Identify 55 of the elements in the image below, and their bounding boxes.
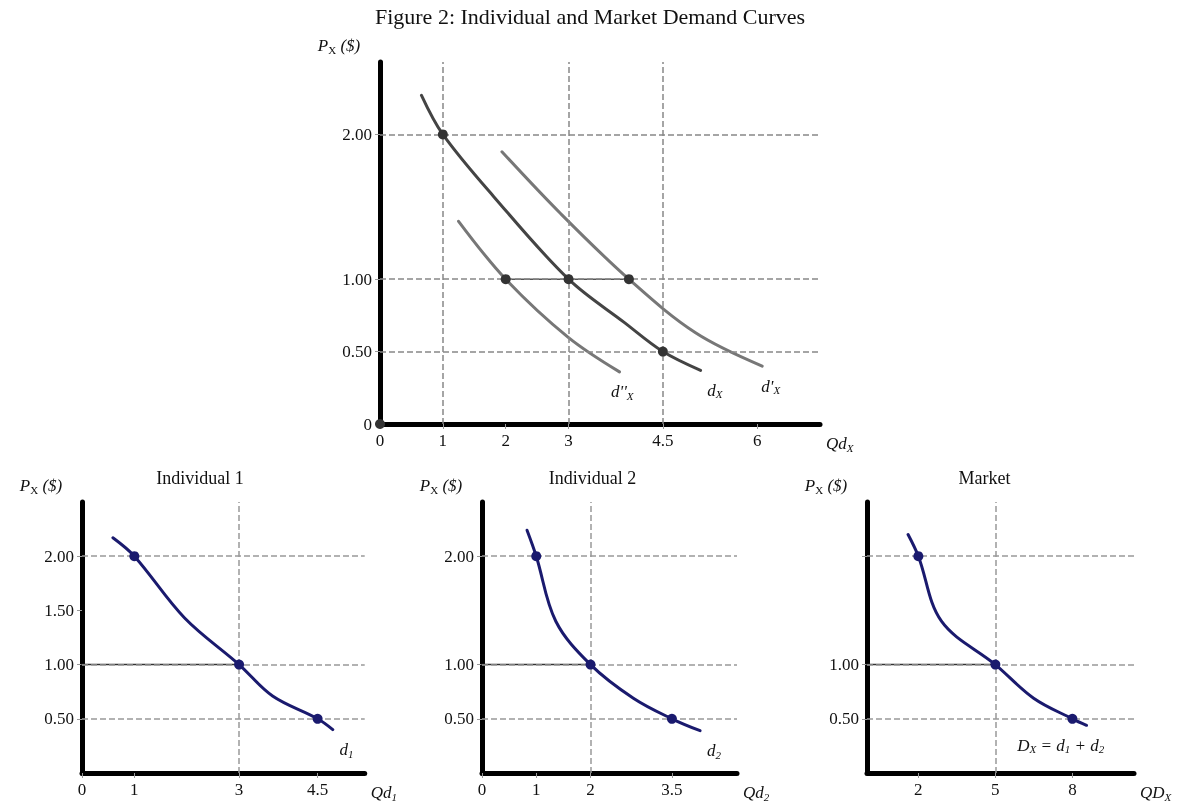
- point: [1067, 713, 1078, 724]
- point: [312, 713, 323, 724]
- point: [623, 274, 634, 285]
- point: [437, 129, 448, 140]
- x-tick-label: 3.5: [661, 780, 683, 799]
- line-series: [457, 219, 621, 374]
- chart-title: Market: [958, 468, 1011, 488]
- point: [531, 551, 542, 562]
- point: [657, 346, 668, 357]
- x-tick-label: 0: [77, 780, 87, 799]
- line-series: [500, 150, 764, 368]
- line-series: [525, 528, 702, 733]
- point: [990, 659, 1001, 670]
- x-tick-label: 4.5: [652, 431, 674, 450]
- point: [234, 659, 245, 670]
- y-tick-label: 0.50: [44, 709, 74, 729]
- y-tick-label: 0.50: [444, 709, 474, 729]
- y-tick-label: 1.00: [444, 655, 474, 675]
- x-tick-label: 3: [234, 780, 244, 799]
- point: [129, 551, 140, 562]
- x-tick-label: 8: [1068, 780, 1077, 799]
- x-tick-label: 4.5: [306, 780, 329, 799]
- chart-title: Figure 2: Individual and Market Demand Curves: [374, 3, 806, 29]
- y-tick-label: 2.00: [44, 546, 74, 566]
- chart-title: Individual 2: [548, 468, 637, 488]
- x-tick-label: 5: [991, 780, 1000, 799]
- x-tick-label: 2: [914, 780, 923, 799]
- x-tick-label: 0: [477, 780, 487, 799]
- point: [563, 274, 574, 285]
- y-tick-label: 2.00: [342, 124, 372, 144]
- y-tick-label: 0.50: [342, 342, 372, 362]
- chart-title: Individual 1: [156, 468, 244, 488]
- y-tick-label: 1.00: [829, 655, 859, 675]
- point: [500, 274, 511, 285]
- y-tick-label: 1.00: [342, 269, 372, 289]
- x-tick-label: 2: [501, 431, 510, 450]
- x-tick-label: 3: [564, 431, 573, 450]
- y-tick-label: 2.00: [444, 546, 474, 566]
- line-series: [906, 533, 1088, 727]
- x-tick-label: 2: [586, 780, 595, 799]
- point: [913, 551, 924, 562]
- x-tick-label: 1: [532, 780, 541, 799]
- point: [375, 419, 385, 429]
- y-tick-label: 0.50: [829, 709, 859, 729]
- line-series: [419, 93, 703, 372]
- y-tick-label: 1.00: [44, 655, 74, 675]
- x-tick-label: 1: [130, 780, 139, 799]
- point: [666, 713, 677, 724]
- x-tick-label: 6: [752, 431, 762, 450]
- y-tick-label: 0: [363, 414, 372, 434]
- x-tick-label: 0: [375, 431, 385, 450]
- x-tick-label: 1: [438, 431, 448, 450]
- point: [585, 659, 596, 670]
- line-series: [111, 536, 335, 732]
- y-tick-label: 1.50: [44, 600, 74, 620]
